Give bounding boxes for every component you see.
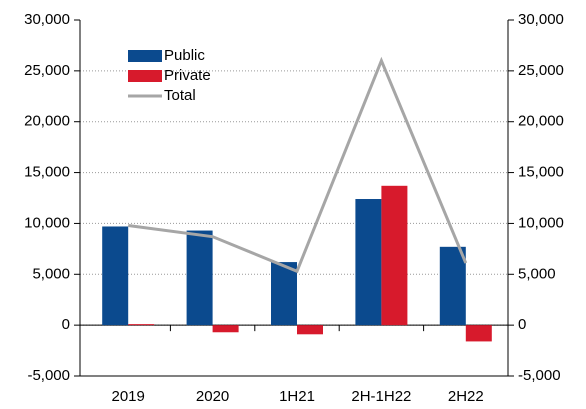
bar xyxy=(212,325,239,333)
y2-tick-label: 0 xyxy=(518,316,526,333)
line xyxy=(128,56,468,274)
y2-tick-label: -5,000 xyxy=(518,367,561,384)
y2-tick-label: 20,000 xyxy=(518,113,564,130)
bar xyxy=(381,185,408,326)
y2-tick-label: 15,000 xyxy=(518,164,564,181)
y-tick-label: 25,000 xyxy=(24,62,70,79)
y-tick-label: 30,000 xyxy=(24,11,70,28)
legend-label: Total xyxy=(164,87,196,104)
legend-label: Public xyxy=(164,47,205,64)
y-tick-label: 0 xyxy=(62,316,70,333)
y-tick-label: -5,000 xyxy=(27,367,70,384)
x-tick-label: 2020 xyxy=(196,388,229,405)
y-tick-label: 15,000 xyxy=(24,164,70,181)
bar xyxy=(102,226,129,326)
bar xyxy=(355,199,382,326)
x-tick-label: 2H22 xyxy=(448,388,484,405)
bar xyxy=(465,325,492,342)
y2-tick-label: 30,000 xyxy=(518,11,564,28)
bar xyxy=(128,324,155,326)
y-tick-label: 5,000 xyxy=(32,265,70,282)
x-tick-label: 2019 xyxy=(112,388,145,405)
y2-tick-label: 10,000 xyxy=(518,214,564,231)
legend-label: Private xyxy=(164,67,211,84)
bar xyxy=(297,325,323,335)
legend-swatch xyxy=(128,50,162,62)
x-tick-label: 2H-1H22 xyxy=(351,388,411,405)
bar xyxy=(439,246,466,326)
legend-swatch xyxy=(128,70,162,82)
y-tick-label: 10,000 xyxy=(24,214,70,231)
y2-tick-label: 25,000 xyxy=(518,62,564,79)
bar xyxy=(271,262,297,326)
x-tick-label: 1H21 xyxy=(279,388,315,405)
y2-tick-label: 5,000 xyxy=(518,265,556,282)
bar xyxy=(186,230,213,326)
y-tick-label: 20,000 xyxy=(24,113,70,130)
